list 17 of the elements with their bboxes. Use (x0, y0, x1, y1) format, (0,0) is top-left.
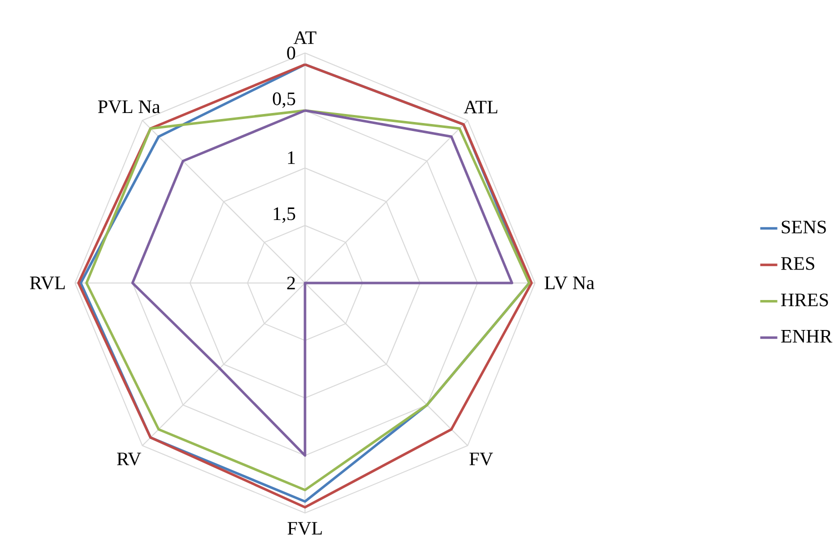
y-tick-label: 0,5 (272, 92, 296, 108)
spoke-label: RV (117, 452, 142, 466)
spoke-label: ATL (464, 100, 498, 114)
y-tick-label: 1,5 (274, 207, 296, 223)
legend-label: SENS (782, 220, 826, 234)
spoke-label: RVL (30, 276, 65, 290)
spoke-label: FV (469, 452, 494, 466)
legend-label: ENHR (781, 330, 832, 342)
y-tick-label: 1 (288, 151, 295, 164)
y-tick-label: 2 (287, 276, 295, 290)
legend-label: HRES (781, 294, 828, 306)
y-tick-label: 0 (287, 46, 296, 60)
spoke-label: AT (294, 31, 316, 44)
legend-label: RES (781, 257, 814, 270)
spoke-label: LV Na (544, 276, 594, 290)
spoke-label: FVL (288, 522, 322, 535)
spoke-label: PVL Na (98, 100, 160, 114)
